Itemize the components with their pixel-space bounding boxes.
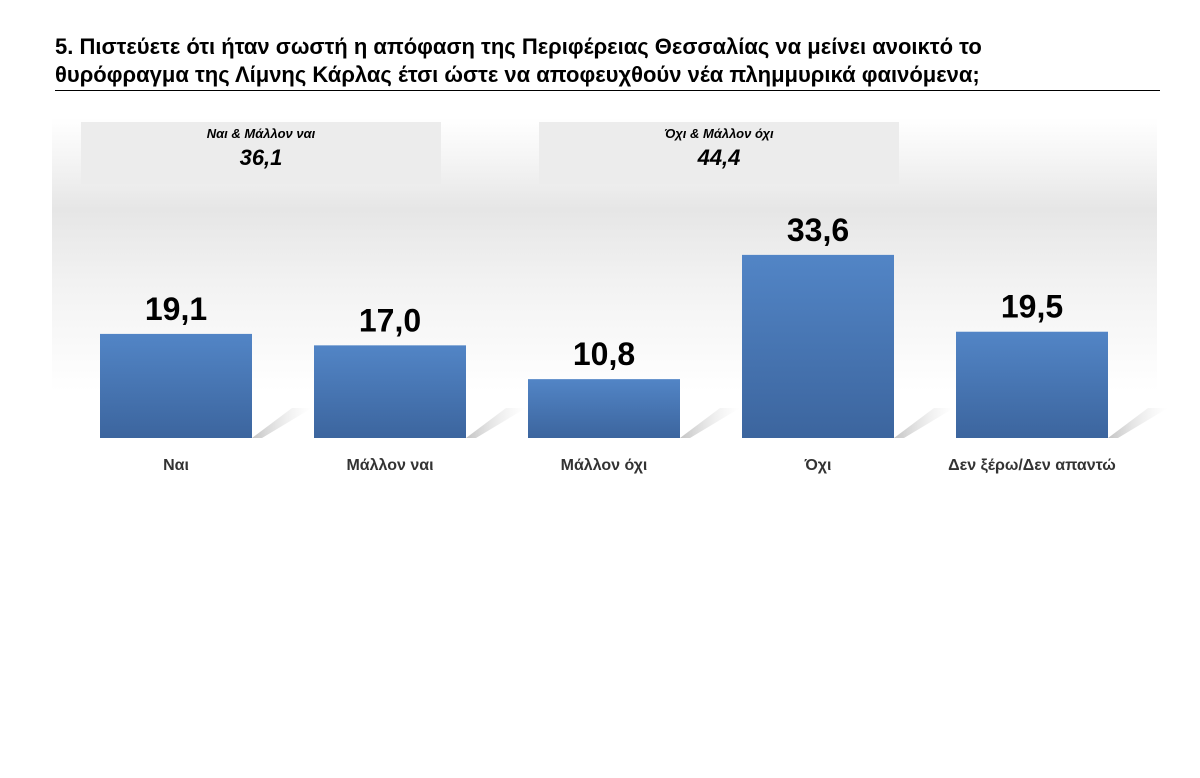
bar-shadow xyxy=(894,408,954,438)
bar xyxy=(100,333,252,438)
category-label: Μάλλον ναι xyxy=(346,457,433,474)
bar xyxy=(314,345,466,438)
summary-label-yes: Ναι & Μάλλον ναι xyxy=(206,126,316,141)
question-title: 5. Πιστεύετε ότι ήταν σωστή η απόφαση τη… xyxy=(55,33,1160,91)
summary-label-no: Όχι & Μάλλον όχι xyxy=(664,126,774,141)
bar-shadow xyxy=(466,408,526,438)
data-label: 10,8 xyxy=(573,336,635,372)
question-title-line-1: 5. Πιστεύετε ότι ήταν σωστή η απόφαση τη… xyxy=(55,34,982,59)
summary-value-no: 44,4 xyxy=(697,145,741,170)
category-label: Μάλλον όχι xyxy=(561,457,648,474)
summary-box-yes: Ναι & Μάλλον ναι 36,1 xyxy=(81,122,441,184)
data-label: 17,0 xyxy=(359,302,421,338)
summary-box-no: Όχι & Μάλλον όχι 44,4 xyxy=(539,122,899,184)
category-label: Δεν ξέρω/Δεν απαντώ xyxy=(948,457,1116,474)
summary-value-yes: 36,1 xyxy=(239,145,283,170)
bar-shadow xyxy=(1108,408,1168,438)
data-label: 19,1 xyxy=(145,291,207,327)
bar xyxy=(528,379,680,438)
bar xyxy=(742,254,894,438)
bar-shadow xyxy=(252,408,312,438)
bar xyxy=(956,331,1108,438)
category-label: Ναι xyxy=(163,457,189,474)
question-title-line-2: θυρόφραγμα της Λίμνης Κάρλας έτσι ώστε ν… xyxy=(55,62,980,87)
category-label: Όχι xyxy=(804,457,832,474)
bar-shadow xyxy=(680,408,740,438)
data-label: 19,5 xyxy=(1001,289,1063,325)
data-label: 33,6 xyxy=(787,212,849,248)
